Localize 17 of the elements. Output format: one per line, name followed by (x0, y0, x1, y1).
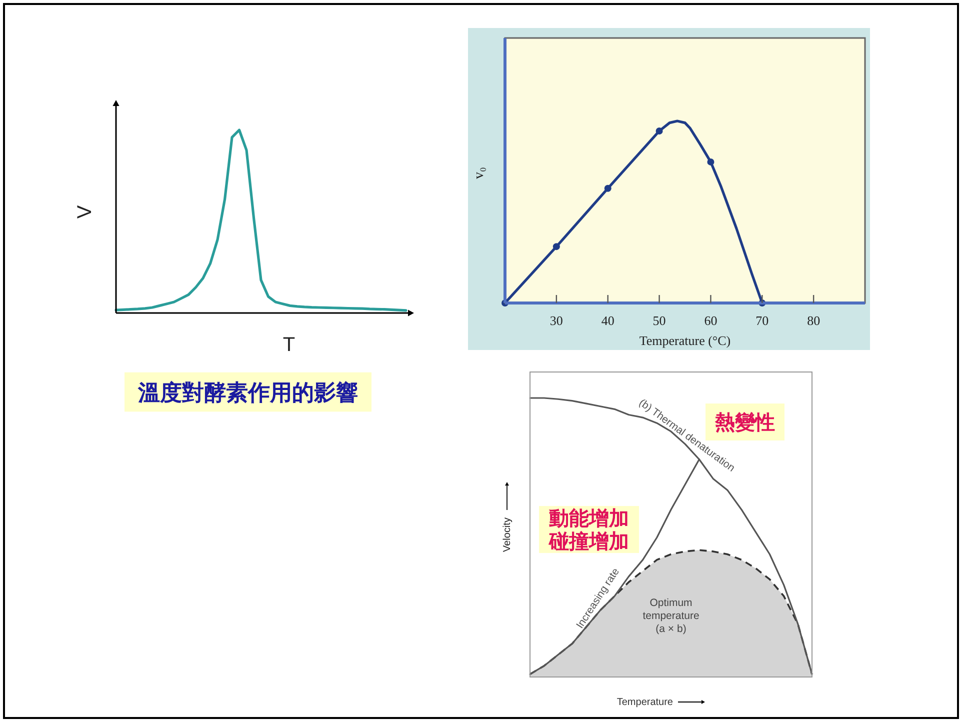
x-tick-label: 80 (807, 313, 820, 328)
annotation: 熱變性 (714, 411, 775, 434)
x-tick-label: 70 (756, 313, 769, 328)
annotation: 動能增加 (548, 507, 629, 530)
annotation: 碰撞增加 (548, 530, 629, 554)
x-axis-title: Temperature (°C) (639, 333, 731, 348)
x-axis-title: Temperature (616, 697, 674, 708)
x-tick-label: 40 (601, 313, 614, 328)
text: 溫度對酵素作用的影響 (137, 380, 358, 405)
y-axis-title: v₀ (472, 166, 487, 179)
x-axis-title: T (282, 334, 296, 356)
x-tick-label: 30 (550, 313, 563, 328)
x-tick-label: 60 (704, 313, 718, 328)
y-axis-title: Velocity (502, 518, 513, 552)
y-axis-title: V (74, 204, 96, 219)
x-tick-label: 50 (652, 313, 666, 328)
series-label: Optimum temperature (a × b) (642, 597, 700, 635)
